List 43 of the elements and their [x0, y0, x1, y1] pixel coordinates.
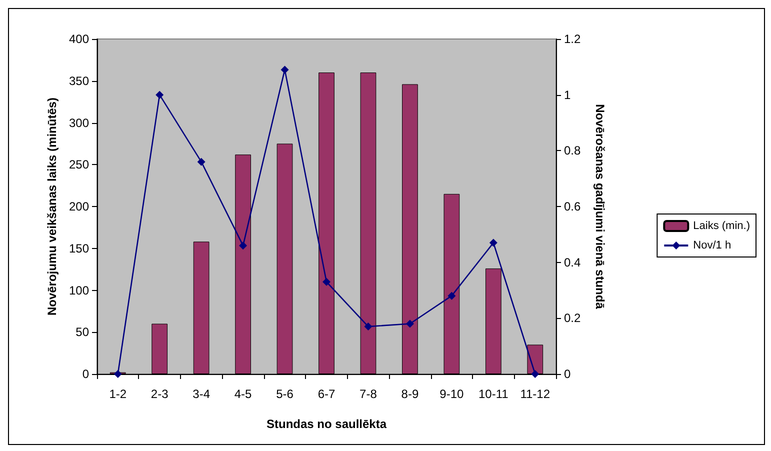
x-tick-label: 8-9 [401, 387, 419, 401]
y-tick-label: 150 [68, 241, 90, 256]
x-tick-label: 3-4 [192, 387, 210, 401]
y2-tick-label: 0.8 [564, 144, 582, 158]
y-tick-label: 250 [68, 158, 90, 172]
y2-tick-label: 1.2 [564, 32, 582, 46]
x-tick-label: 11-12 [520, 387, 550, 401]
point [280, 66, 289, 74]
y-tick-label: 0 [82, 367, 90, 381]
point [322, 278, 330, 286]
y-axis-title: Novērojumu veikšanas laiks (minūtēs) [45, 97, 60, 316]
x-tick-label: 2-3 [150, 387, 169, 401]
y-tick-label: 300 [68, 116, 90, 130]
x-tick-label: 6-7 [318, 387, 336, 401]
point [489, 238, 498, 247]
x-tick-label: 9-10 [440, 387, 464, 401]
y-tick-label: 200 [68, 200, 90, 214]
legend-label: Laiks (min.) [693, 220, 750, 232]
legend-label: Nov/1 h [693, 240, 732, 252]
point [197, 158, 206, 166]
point [364, 322, 372, 331]
y2-tick-label: 0.2 [564, 311, 582, 326]
x-tick-label: 5-6 [276, 387, 294, 401]
y2-tick-label: 1 [564, 88, 571, 102]
point [156, 90, 164, 99]
y2-tick-label: 0.6 [564, 200, 582, 214]
point [531, 370, 540, 378]
x-tick-label: 7-8 [360, 387, 378, 401]
x-tick-label: 10-11 [478, 387, 509, 401]
y2-axis-title: Novērošanas gadījumi vienā stundā [593, 104, 607, 310]
y2-tick-label: 0 [564, 367, 571, 381]
y-tick-label: 400 [68, 32, 90, 46]
y-tick-label: 100 [68, 283, 90, 298]
x-tick-label: 4-5 [234, 387, 252, 401]
x-axis-title: Stundas no saullēkta [266, 417, 387, 431]
y-tick-label: 50 [76, 325, 90, 340]
y-tick-label: 350 [68, 74, 90, 88]
point [448, 292, 456, 300]
point [239, 242, 248, 250]
y2-tick-label: 0.4 [564, 255, 582, 270]
x-tick-label: 1-2 [109, 387, 127, 401]
point [406, 320, 414, 328]
point [114, 370, 122, 378]
